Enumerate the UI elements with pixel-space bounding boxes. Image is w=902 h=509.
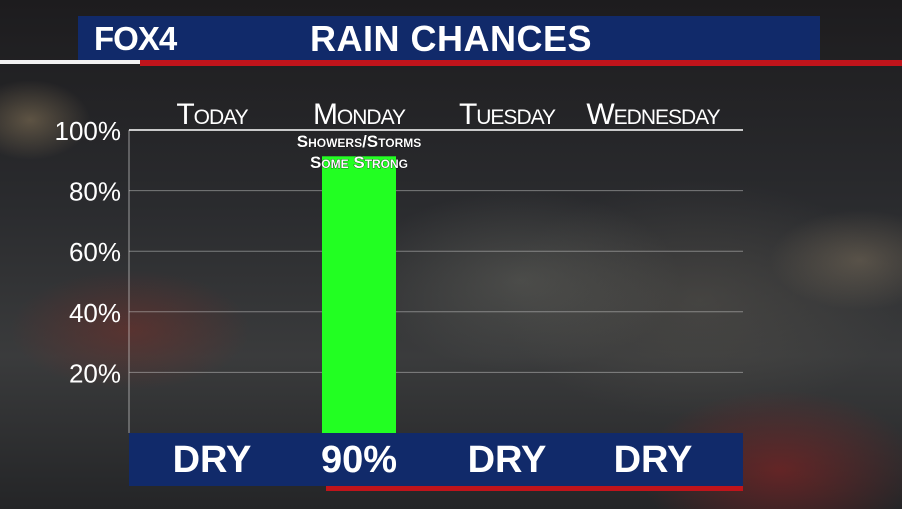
- value-label: DRY: [614, 439, 693, 481]
- bar-monday: [322, 156, 396, 434]
- station-logo: FOX4: [94, 20, 177, 57]
- y-tick-label: 100%: [55, 116, 122, 146]
- y-tick-label: 20%: [69, 358, 121, 388]
- y-tick-label: 80%: [69, 177, 121, 207]
- footer-rule-red: [326, 486, 743, 491]
- day-label: Today: [176, 98, 248, 131]
- header-rule-white: [0, 60, 140, 64]
- value-label: DRY: [173, 439, 252, 481]
- value-label: DRY: [468, 439, 547, 481]
- bar-annotation: Showers/Storms: [297, 132, 422, 151]
- page-title: RAIN CHANCES: [310, 18, 593, 59]
- day-label: Monday: [313, 98, 406, 131]
- y-tick-label: 60%: [69, 237, 121, 267]
- value-label-bar: [129, 433, 743, 486]
- bar-annotation: Some Strong: [310, 153, 408, 172]
- day-label: Wednesday: [586, 98, 720, 131]
- day-label: Tuesday: [459, 98, 556, 131]
- y-tick-label: 40%: [69, 298, 121, 328]
- value-label: 90%: [321, 439, 397, 481]
- header-rule-red: [140, 60, 902, 66]
- header-bar: FOX4 RAIN CHANCES: [78, 16, 820, 60]
